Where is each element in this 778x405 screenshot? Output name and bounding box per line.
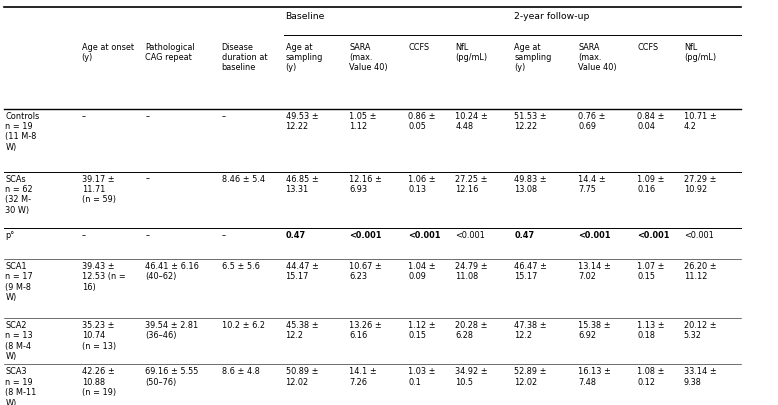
- Text: –: –: [82, 111, 86, 120]
- Text: <0.001: <0.001: [455, 231, 485, 240]
- Text: 39.54 ± 2.81
(36–46): 39.54 ± 2.81 (36–46): [145, 320, 198, 339]
- Text: 1.03 ±
0.1: 1.03 ± 0.1: [408, 367, 436, 386]
- Text: 39.43 ±
12.53 (n =
16): 39.43 ± 12.53 (n = 16): [82, 261, 125, 291]
- Text: 1.08 ±
0.12: 1.08 ± 0.12: [637, 367, 664, 386]
- Text: 10.67 ±
6.23: 10.67 ± 6.23: [349, 261, 382, 281]
- Text: 26.20 ±
11.12: 26.20 ± 11.12: [684, 261, 717, 281]
- Text: NfL
(pg/mL): NfL (pg/mL): [455, 43, 487, 62]
- Text: 10.24 ±
4.48: 10.24 ± 4.48: [455, 111, 488, 131]
- Text: SCAs
n = 62
(32 M-
30 W): SCAs n = 62 (32 M- 30 W): [5, 174, 33, 214]
- Text: 0.47: 0.47: [514, 231, 534, 240]
- Text: 1.04 ±
0.09: 1.04 ± 0.09: [408, 261, 436, 281]
- Text: 1.05 ±
1.12: 1.05 ± 1.12: [349, 111, 377, 131]
- Text: 1.12 ±
0.15: 1.12 ± 0.15: [408, 320, 436, 339]
- Text: 2-year follow-up: 2-year follow-up: [514, 12, 590, 21]
- Text: 10.2 ± 6.2: 10.2 ± 6.2: [222, 320, 265, 329]
- Text: p°: p°: [5, 231, 15, 240]
- Text: CCFS: CCFS: [637, 43, 658, 51]
- Text: CCFS: CCFS: [408, 43, 429, 51]
- Text: 0.86 ±
0.05: 0.86 ± 0.05: [408, 111, 436, 131]
- Text: Disease
duration at
baseline: Disease duration at baseline: [222, 43, 268, 72]
- Text: 24.79 ±
11.08: 24.79 ± 11.08: [455, 261, 488, 281]
- Text: –: –: [82, 231, 86, 240]
- Text: Baseline: Baseline: [286, 12, 325, 21]
- Text: 0.76 ±
0.69: 0.76 ± 0.69: [578, 111, 605, 131]
- Text: 16.13 ±
7.48: 16.13 ± 7.48: [578, 367, 611, 386]
- Text: –: –: [145, 231, 149, 240]
- Text: 10.71 ±
4.2: 10.71 ± 4.2: [684, 111, 717, 131]
- Text: 13.26 ±
6.16: 13.26 ± 6.16: [349, 320, 382, 339]
- Text: 46.41 ± 6.16
(40–62): 46.41 ± 6.16 (40–62): [145, 261, 199, 281]
- Text: 1.06 ±
0.13: 1.06 ± 0.13: [408, 174, 436, 194]
- Text: Age at
sampling
(y): Age at sampling (y): [286, 43, 323, 72]
- Text: 6.5 ± 5.6: 6.5 ± 5.6: [222, 261, 260, 270]
- Text: 0.47: 0.47: [286, 231, 306, 240]
- Text: –: –: [145, 174, 149, 183]
- Text: 1.13 ±
0.18: 1.13 ± 0.18: [637, 320, 665, 339]
- Text: 33.14 ±
9.38: 33.14 ± 9.38: [684, 367, 717, 386]
- Text: 46.85 ±
13.31: 46.85 ± 13.31: [286, 174, 318, 194]
- Text: 51.53 ±
12.22: 51.53 ± 12.22: [514, 111, 547, 131]
- Text: SCA3
n = 19
(8 M-11
W): SCA3 n = 19 (8 M-11 W): [5, 367, 37, 405]
- Text: 27.29 ±
10.92: 27.29 ± 10.92: [684, 174, 717, 194]
- Text: Pathological
CAG repeat: Pathological CAG repeat: [145, 43, 195, 62]
- Text: 52.89 ±
12.02: 52.89 ± 12.02: [514, 367, 547, 386]
- Text: Controls
n = 19
(11 M-8
W): Controls n = 19 (11 M-8 W): [5, 111, 40, 151]
- Text: 47.38 ±
12.2: 47.38 ± 12.2: [514, 320, 547, 339]
- Text: Age at onset
(y): Age at onset (y): [82, 43, 134, 62]
- Text: SCA1
n = 17
(9 M-8
W): SCA1 n = 17 (9 M-8 W): [5, 261, 33, 301]
- Text: 45.38 ±
12.2: 45.38 ± 12.2: [286, 320, 318, 339]
- Text: 50.89 ±
12.02: 50.89 ± 12.02: [286, 367, 318, 386]
- Text: 27.25 ±
12.16: 27.25 ± 12.16: [455, 174, 488, 194]
- Text: Age at
sampling
(y): Age at sampling (y): [514, 43, 552, 72]
- Text: 8.6 ± 4.8: 8.6 ± 4.8: [222, 367, 260, 375]
- Text: <0.001: <0.001: [349, 231, 382, 240]
- Text: 8.46 ± 5.4: 8.46 ± 5.4: [222, 174, 265, 183]
- Text: <0.001: <0.001: [408, 231, 441, 240]
- Text: 39.17 ±
11.71
(n = 59): 39.17 ± 11.71 (n = 59): [82, 174, 116, 204]
- Text: 13.14 ±
7.02: 13.14 ± 7.02: [578, 261, 611, 281]
- Text: 44.47 ±
15.17: 44.47 ± 15.17: [286, 261, 318, 281]
- Text: SARA
(max.
Value 40): SARA (max. Value 40): [578, 43, 617, 72]
- Text: 14.4 ±
7.75: 14.4 ± 7.75: [578, 174, 606, 194]
- Text: 42.26 ±
10.88
(n = 19): 42.26 ± 10.88 (n = 19): [82, 367, 116, 396]
- Text: 35.23 ±
10.74
(n = 13): 35.23 ± 10.74 (n = 13): [82, 320, 116, 350]
- Text: 46.47 ±
15.17: 46.47 ± 15.17: [514, 261, 547, 281]
- Text: 69.16 ± 5.55
(50–76): 69.16 ± 5.55 (50–76): [145, 367, 199, 386]
- Text: –: –: [145, 111, 149, 120]
- Text: –: –: [222, 111, 226, 120]
- Text: 34.92 ±
10.5: 34.92 ± 10.5: [455, 367, 488, 386]
- Text: 49.83 ±
13.08: 49.83 ± 13.08: [514, 174, 547, 194]
- Text: SARA
(max.
Value 40): SARA (max. Value 40): [349, 43, 388, 72]
- Text: 0.84 ±
0.04: 0.84 ± 0.04: [637, 111, 664, 131]
- Text: <0.001: <0.001: [578, 231, 611, 240]
- Text: 1.07 ±
0.15: 1.07 ± 0.15: [637, 261, 664, 281]
- Text: NfL
(pg/mL): NfL (pg/mL): [684, 43, 716, 62]
- Text: 20.28 ±
6.28: 20.28 ± 6.28: [455, 320, 488, 339]
- Text: 20.12 ±
5.32: 20.12 ± 5.32: [684, 320, 717, 339]
- Text: 1.09 ±
0.16: 1.09 ± 0.16: [637, 174, 664, 194]
- Text: 49.53 ±
12.22: 49.53 ± 12.22: [286, 111, 318, 131]
- Text: 15.38 ±
6.92: 15.38 ± 6.92: [578, 320, 611, 339]
- Text: <0.001: <0.001: [684, 231, 713, 240]
- Text: SCA2
n = 13
(8 M-4
W): SCA2 n = 13 (8 M-4 W): [5, 320, 33, 360]
- Text: –: –: [222, 231, 226, 240]
- Text: 14.1 ±
7.26: 14.1 ± 7.26: [349, 367, 377, 386]
- Text: <0.001: <0.001: [637, 231, 670, 240]
- Text: 12.16 ±
6.93: 12.16 ± 6.93: [349, 174, 382, 194]
